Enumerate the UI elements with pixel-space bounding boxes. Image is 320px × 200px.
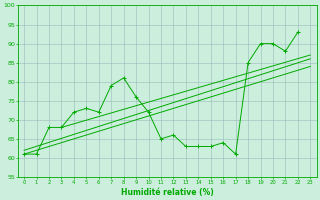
X-axis label: Humidité relative (%): Humidité relative (%) (121, 188, 213, 197)
